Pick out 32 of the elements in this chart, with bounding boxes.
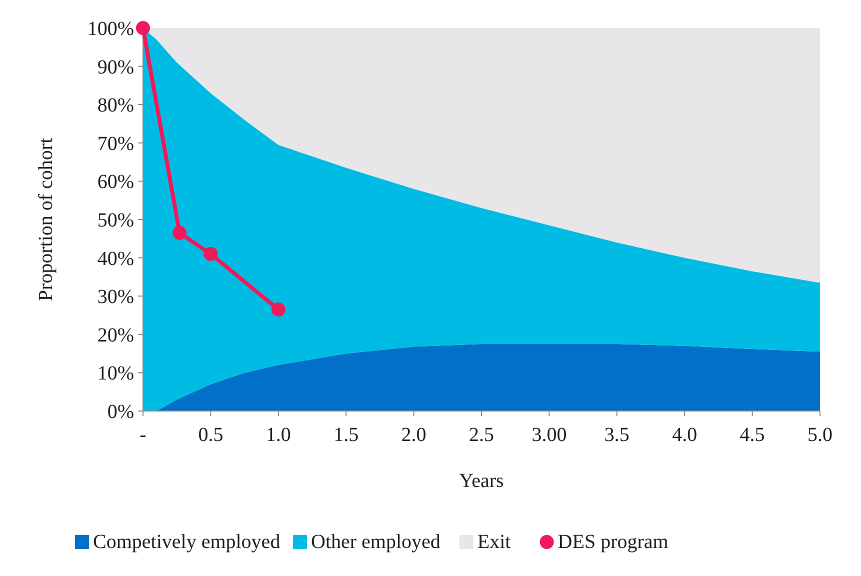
x-tick-label: 4.0 bbox=[672, 424, 698, 446]
y-tick-label: 40% bbox=[97, 248, 134, 270]
x-tick-label: 3.5 bbox=[604, 424, 630, 446]
y-tick-label: 50% bbox=[97, 210, 134, 232]
x-tick-label: 1.5 bbox=[334, 424, 359, 446]
y-axis-title: Proportion of cohort bbox=[35, 137, 57, 302]
y-tick-label: 0% bbox=[107, 401, 134, 423]
x-tick-label: - bbox=[140, 424, 146, 446]
y-tick-label: 80% bbox=[97, 94, 134, 117]
y-tick-label: 70% bbox=[97, 132, 134, 155]
x-axis-title: Years bbox=[459, 470, 504, 492]
y-tick-label: 100% bbox=[87, 18, 134, 40]
x-tick-label: 2.5 bbox=[469, 424, 494, 446]
point bbox=[271, 302, 286, 317]
point bbox=[172, 226, 187, 240]
x-tick-label: 0.5 bbox=[198, 424, 224, 446]
point bbox=[136, 21, 150, 35]
legend-label: Exit bbox=[477, 531, 512, 553]
y-tick-label: 20% bbox=[97, 324, 134, 346]
legend-label: Competively employed bbox=[93, 531, 280, 553]
legend-label: Other employed bbox=[311, 531, 440, 553]
x-tick-label: 4.5 bbox=[740, 424, 765, 446]
y-tick-label: 90% bbox=[97, 56, 134, 78]
x-tick-label: 5.0 bbox=[808, 424, 832, 446]
x-tick-label: 3.00 bbox=[532, 424, 567, 446]
point bbox=[204, 246, 218, 261]
y-tick-label: 60% bbox=[97, 171, 134, 194]
y-tick-label: 10% bbox=[97, 362, 134, 385]
x-tick-label: 1.0 bbox=[266, 424, 291, 446]
x-tick-label: 2.0 bbox=[401, 424, 426, 446]
legend-label: DES program bbox=[558, 531, 669, 553]
y-tick-label: 30% bbox=[97, 286, 134, 308]
